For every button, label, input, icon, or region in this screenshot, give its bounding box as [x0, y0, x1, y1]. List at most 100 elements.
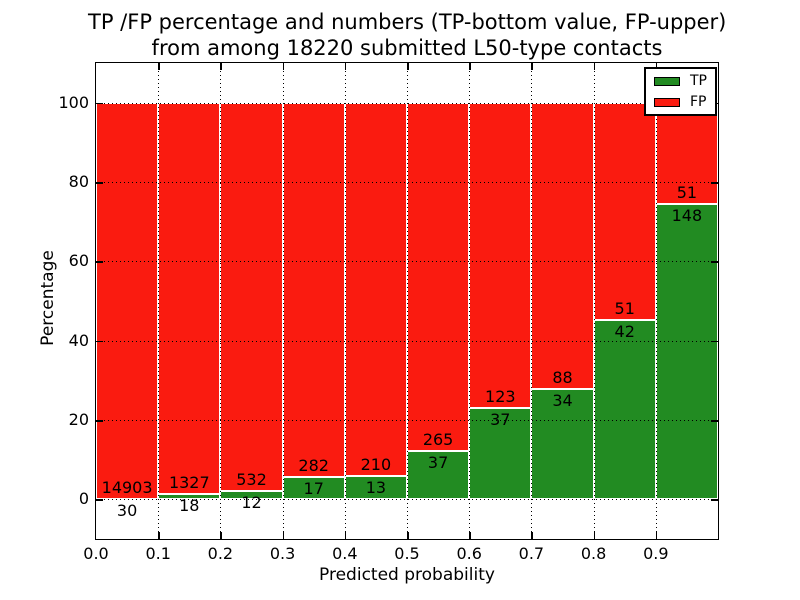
y-gridline — [96, 261, 718, 263]
x-gridline — [220, 63, 222, 539]
chart-title: TP /FP percentage and numbers (TP-bottom… — [88, 9, 726, 61]
chart-title-line1: TP /FP percentage and numbers (TP-bottom… — [88, 10, 727, 34]
x-tick-mark — [655, 532, 658, 539]
x-tick-mark-top — [531, 63, 533, 70]
x-gridline — [344, 63, 346, 539]
x-tick-mark-top — [282, 63, 285, 70]
x-gridline — [282, 63, 284, 539]
x-tick-label: 0.4 — [332, 544, 358, 563]
x-tick-mark — [593, 532, 596, 539]
fp-count-label: 532 — [236, 469, 267, 489]
y-tick-mark-right — [711, 499, 718, 501]
x-tick-mark — [282, 532, 285, 539]
fp-count-label: 210 — [360, 455, 392, 475]
tp-bar-segment — [531, 388, 594, 500]
y-gridline — [96, 182, 718, 183]
y-tick-label: 40 — [68, 330, 89, 350]
x-gridline — [593, 63, 595, 539]
x-tick-mark — [220, 532, 222, 539]
tp-count-label: 13 — [365, 478, 387, 498]
tp-count-label: 148 — [671, 206, 703, 226]
x-tick-label: 0.3 — [269, 544, 296, 563]
y-tick-label: 20 — [68, 410, 89, 429]
tp-legend-label: TP — [690, 73, 707, 89]
fp-bar-segment — [344, 102, 407, 477]
x-tick-mark-top — [344, 63, 347, 70]
fp-count-label: 282 — [298, 455, 329, 475]
fp-bar-segment — [407, 102, 470, 451]
y-tick-label: 80 — [68, 172, 89, 191]
x-tick-label: 0.8 — [580, 544, 607, 563]
y-gridline — [96, 340, 718, 342]
tp-bar-segment — [655, 204, 718, 500]
legend: TP FP — [644, 67, 717, 116]
tp-count-label: 42 — [614, 322, 635, 342]
fp-count-label: 51 — [676, 183, 698, 203]
fp-count-label: 51 — [614, 299, 635, 319]
fp-count-label: 265 — [422, 429, 454, 449]
x-tick-label: 0.2 — [207, 544, 234, 563]
y-tick-mark-right — [711, 182, 718, 184]
tp-count-label: 37 — [427, 452, 449, 472]
x-tick-mark-top — [593, 63, 596, 70]
x-axis-label: Predicted probability — [319, 565, 495, 585]
x-tick-label: 0.0 — [83, 544, 109, 563]
tp-count-label: 34 — [552, 390, 573, 410]
y-tick-mark — [96, 420, 103, 422]
tp-count-label: 30 — [116, 500, 138, 520]
x-tick-label: 0.9 — [643, 544, 669, 563]
tp-count-label: 12 — [241, 492, 262, 512]
tp-count-label: 17 — [303, 478, 324, 498]
x-gridline — [407, 63, 408, 539]
y-gridline — [96, 499, 718, 501]
fp-legend-label: FP — [690, 94, 707, 110]
y-tick-mark — [96, 499, 103, 501]
y-gridline — [96, 102, 718, 104]
tp-bar-segment — [593, 320, 656, 500]
x-tick-label: 0.1 — [145, 544, 171, 563]
y-tick-mark-right — [711, 420, 718, 422]
x-tick-label: 0.5 — [394, 544, 420, 563]
y-tick-mark — [96, 340, 103, 343]
x-tick-mark — [407, 532, 409, 539]
tp-legend-swatch — [654, 76, 680, 86]
y-tick-label: 60 — [68, 251, 89, 271]
x-tick-mark-top — [220, 63, 222, 70]
fp-bar-segment — [531, 102, 594, 389]
x-tick-mark-top — [158, 63, 160, 70]
x-gridline — [531, 63, 533, 539]
x-gridline — [469, 63, 471, 539]
x-tick-mark — [344, 532, 347, 539]
x-tick-mark-top — [469, 63, 471, 70]
x-tick-mark-top — [655, 63, 658, 70]
x-gridline — [158, 63, 160, 539]
fp-legend-swatch — [654, 97, 680, 107]
x-tick-mark — [531, 532, 533, 539]
x-tick-mark — [469, 532, 471, 539]
x-tick-mark-top — [407, 63, 409, 70]
legend-entry-tp: TP — [654, 74, 707, 88]
x-gridline — [655, 63, 657, 539]
y-tick-mark — [96, 182, 103, 184]
tp-count-label: 18 — [179, 496, 200, 516]
fp-bar-segment — [220, 102, 283, 491]
fp-count-label: 88 — [552, 367, 573, 387]
fp-count-label: 14903 — [101, 477, 153, 497]
fp-bar-segment — [655, 102, 718, 205]
fp-bar-segment — [593, 102, 656, 321]
x-tick-label: 0.6 — [456, 544, 482, 563]
y-tick-label: 0 — [78, 489, 89, 509]
y-gridline — [96, 420, 718, 421]
tp-bar-segment — [469, 407, 532, 500]
x-tick-label: 0.7 — [518, 544, 545, 563]
y-tick-mark-right — [711, 261, 718, 263]
legend-entry-fp: FP — [654, 95, 707, 109]
fp-bar-segment — [96, 102, 159, 499]
y-tick-label: 100 — [58, 92, 89, 112]
x-tick-mark — [158, 532, 160, 539]
plot-area: TP FP 14903 30 1327 18 532 12 282 17 210 13 265 37 1… — [95, 62, 719, 540]
tp-count-label: 37 — [490, 409, 511, 429]
chart-title-line2: from among 18220 submitted L50-type cont… — [151, 36, 663, 60]
y-tick-mark — [96, 102, 103, 105]
